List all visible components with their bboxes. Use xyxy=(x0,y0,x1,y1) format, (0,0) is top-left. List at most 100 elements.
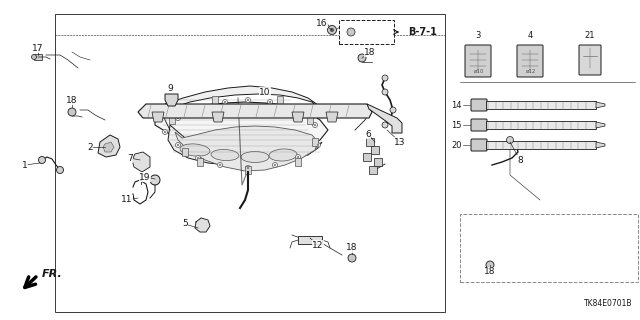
Circle shape xyxy=(382,75,388,81)
Text: 3: 3 xyxy=(476,31,481,40)
Circle shape xyxy=(317,144,319,146)
Bar xyxy=(34,54,42,60)
Circle shape xyxy=(269,101,271,103)
Bar xyxy=(312,138,318,146)
Bar xyxy=(245,166,251,174)
Circle shape xyxy=(390,107,396,113)
Circle shape xyxy=(328,26,337,35)
Text: 2: 2 xyxy=(87,142,93,151)
Circle shape xyxy=(247,99,249,101)
Polygon shape xyxy=(596,142,605,148)
Text: 5: 5 xyxy=(182,220,188,228)
Text: 18: 18 xyxy=(484,268,496,276)
Bar xyxy=(197,158,203,166)
Bar xyxy=(295,158,301,166)
Circle shape xyxy=(314,124,316,126)
Bar xyxy=(277,96,283,104)
Polygon shape xyxy=(103,142,114,152)
Polygon shape xyxy=(152,112,164,122)
Circle shape xyxy=(486,261,494,269)
Circle shape xyxy=(347,28,355,36)
Circle shape xyxy=(199,107,201,109)
Circle shape xyxy=(382,89,388,95)
Text: 15: 15 xyxy=(451,121,462,130)
FancyBboxPatch shape xyxy=(471,99,487,111)
Text: 7: 7 xyxy=(127,154,133,163)
Text: 11: 11 xyxy=(121,196,132,204)
Text: 8: 8 xyxy=(517,156,523,164)
Text: 14: 14 xyxy=(451,100,462,109)
Bar xyxy=(486,141,596,149)
Circle shape xyxy=(163,130,168,134)
Polygon shape xyxy=(98,135,120,157)
Circle shape xyxy=(219,164,221,166)
Circle shape xyxy=(31,54,36,60)
Text: 12: 12 xyxy=(312,241,324,250)
Text: 18: 18 xyxy=(67,95,77,105)
Circle shape xyxy=(177,144,179,146)
Polygon shape xyxy=(132,152,150,172)
Polygon shape xyxy=(165,94,178,106)
Bar xyxy=(307,116,313,124)
Circle shape xyxy=(195,156,200,161)
Bar xyxy=(486,101,596,109)
Polygon shape xyxy=(363,153,371,161)
Circle shape xyxy=(382,122,388,128)
Circle shape xyxy=(296,155,301,159)
Circle shape xyxy=(175,116,180,121)
Polygon shape xyxy=(366,138,374,146)
Text: 4: 4 xyxy=(527,31,532,40)
Polygon shape xyxy=(168,125,322,165)
Bar xyxy=(486,121,596,129)
Text: ø10: ø10 xyxy=(474,68,484,74)
Text: 6: 6 xyxy=(365,130,371,139)
Circle shape xyxy=(177,117,179,119)
Polygon shape xyxy=(367,104,402,133)
Text: B-7-1: B-7-1 xyxy=(408,27,437,37)
Circle shape xyxy=(197,157,199,159)
Text: 10: 10 xyxy=(259,87,271,97)
Circle shape xyxy=(358,54,366,62)
Polygon shape xyxy=(212,112,224,122)
Polygon shape xyxy=(596,122,605,128)
Text: 18: 18 xyxy=(364,47,376,57)
Circle shape xyxy=(506,137,513,143)
Text: 16: 16 xyxy=(316,19,328,28)
Circle shape xyxy=(164,131,166,133)
Bar xyxy=(339,20,394,44)
Circle shape xyxy=(218,163,223,167)
Text: TK84E0701B: TK84E0701B xyxy=(584,299,632,308)
Circle shape xyxy=(198,106,202,110)
Text: 9: 9 xyxy=(167,84,173,92)
Circle shape xyxy=(297,156,300,158)
Circle shape xyxy=(274,164,276,166)
Circle shape xyxy=(247,167,249,169)
Ellipse shape xyxy=(241,151,269,163)
Bar xyxy=(169,116,175,124)
Text: 20: 20 xyxy=(451,140,462,149)
Polygon shape xyxy=(155,86,322,120)
Circle shape xyxy=(312,123,317,127)
Circle shape xyxy=(246,98,250,102)
Circle shape xyxy=(175,142,180,148)
Text: 1: 1 xyxy=(22,161,28,170)
Circle shape xyxy=(292,108,298,113)
Polygon shape xyxy=(374,158,382,166)
FancyBboxPatch shape xyxy=(517,45,543,77)
Polygon shape xyxy=(596,102,605,108)
Polygon shape xyxy=(195,218,210,232)
Circle shape xyxy=(348,254,356,262)
Polygon shape xyxy=(155,102,328,158)
Circle shape xyxy=(68,108,76,116)
Text: ø12: ø12 xyxy=(526,68,536,74)
Bar xyxy=(298,236,322,244)
Text: 17: 17 xyxy=(32,44,44,52)
Circle shape xyxy=(246,165,250,171)
Polygon shape xyxy=(369,166,377,174)
Polygon shape xyxy=(371,146,379,154)
Text: 18: 18 xyxy=(346,244,358,252)
FancyBboxPatch shape xyxy=(471,139,487,151)
Circle shape xyxy=(224,101,226,103)
Circle shape xyxy=(150,175,160,185)
Circle shape xyxy=(223,100,227,105)
